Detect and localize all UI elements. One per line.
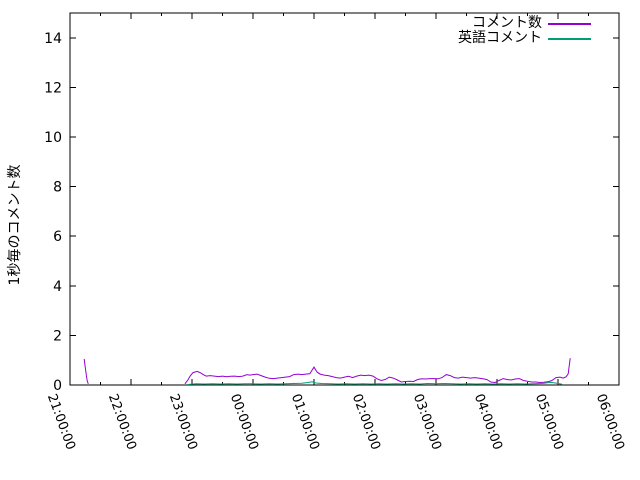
series-line-comments xyxy=(83,358,89,384)
y-tick-label: 2 xyxy=(53,328,62,344)
series-line-english-comments xyxy=(187,381,563,385)
legend-row-english-comments: 英語コメント xyxy=(458,31,591,46)
legend-label-comments: コメント数 xyxy=(472,15,542,31)
legend-line-english-comments-icon xyxy=(548,37,591,40)
y-tick-label: 14 xyxy=(44,31,62,47)
y-tick-label: 6 xyxy=(53,229,62,245)
legend-row-comments: コメント数 xyxy=(458,16,591,31)
legend-line-comments-icon xyxy=(548,22,591,25)
y-tick-label: 10 xyxy=(44,130,62,146)
y-axis-label: 1秒毎のコメント数 xyxy=(7,164,23,286)
legend: コメント数 英語コメント xyxy=(458,16,591,46)
series-line-comments xyxy=(184,358,571,385)
y-tick-label: 4 xyxy=(53,279,62,295)
y-tick-label: 12 xyxy=(44,80,62,96)
plot-border xyxy=(69,12,620,386)
y-tick-label: 0 xyxy=(53,378,62,394)
y-tick-label: 8 xyxy=(53,180,62,196)
legend-label-english-comments: 英語コメント xyxy=(458,30,542,46)
